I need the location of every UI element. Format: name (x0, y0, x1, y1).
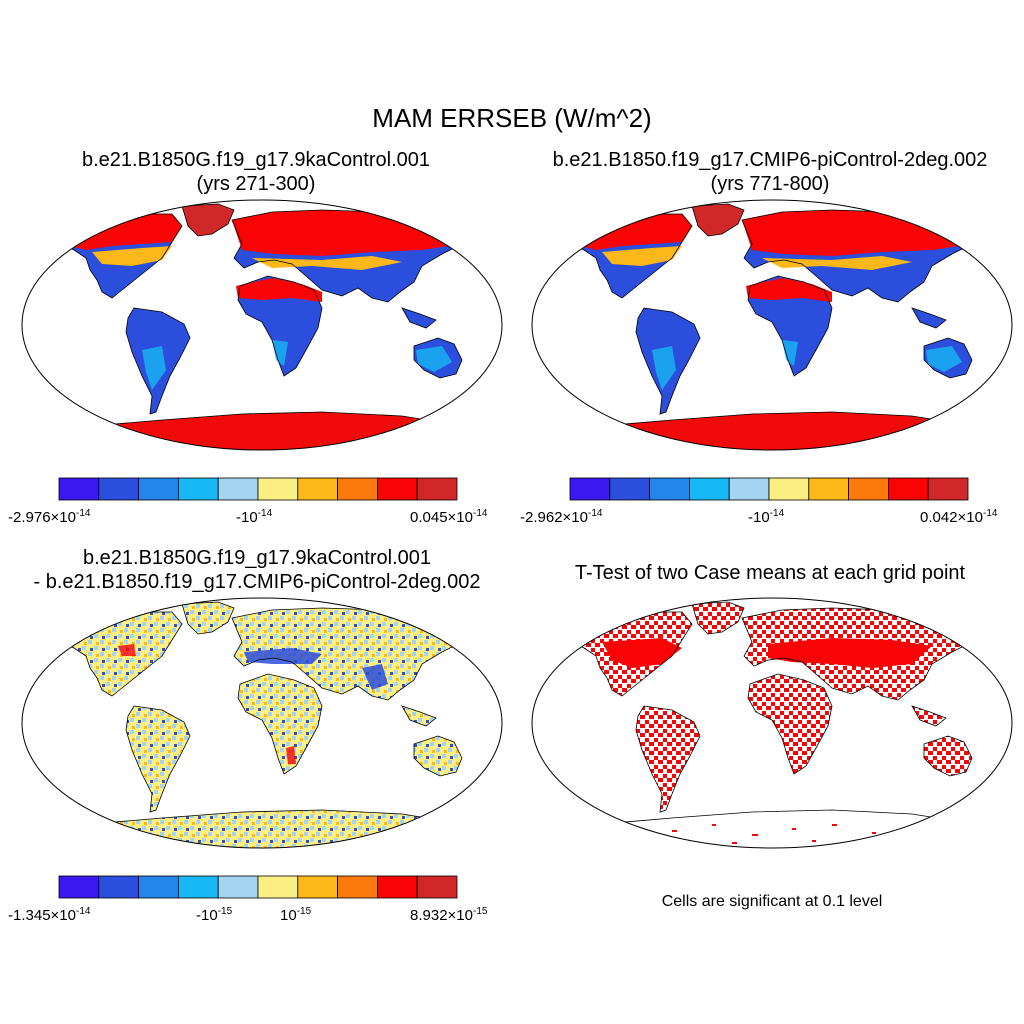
colorbar-swatch (217, 875, 259, 899)
colorbar-swatch (138, 477, 179, 501)
panel-title-line1: b.e21.B1850G.f19_g17.9kaControl.001 (82, 547, 432, 569)
colorbar-swatch (58, 875, 100, 899)
panel-title-line2: - b.e21.B1850.f19_g17.CMIP6-piControl-2d… (33, 571, 481, 593)
colorbar-swatch (649, 477, 690, 501)
map-case2 (531, 199, 1013, 451)
panel-title-line2: (yrs 771-800) (710, 173, 830, 195)
panel-title-case2: b.e21.B1850.f19_g17.CMIP6-piControl-2deg… (520, 148, 1020, 196)
colorbar-case2-left: -2.962×10-14 (520, 508, 603, 526)
colorbar-case1 (58, 477, 458, 501)
colorbar-case2-right: 0.042×10-14 (920, 508, 998, 526)
colorbar-swatch (58, 477, 100, 501)
colorbar-swatch (808, 477, 850, 501)
colorbar-swatch (927, 477, 969, 501)
significance-note: Cells are significant at 0.1 level (661, 893, 883, 910)
colorbar-swatch (416, 875, 458, 899)
colorbar-swatches (58, 477, 458, 501)
panel-title-case1: b.e21.B1850G.f19_g17.9kaControl.001 (yrs… (12, 148, 500, 196)
colorbar-swatch (257, 875, 299, 899)
colorbar-swatch (217, 477, 259, 501)
colorbar-swatch (178, 875, 219, 899)
colorbar-swatch (98, 477, 139, 501)
colorbar-swatch (98, 875, 139, 899)
colorbar-case1-mid: -10-14 (236, 508, 273, 526)
colorbar-difference-left: -1.345×10-14 (8, 906, 91, 924)
colorbar-case1-right: 0.045×10-14 (410, 508, 488, 526)
colorbar-swatch (337, 477, 378, 501)
colorbar-swatch (376, 875, 418, 899)
figure-title: MAM ERRSEB (W/m^2) (372, 103, 652, 133)
map-ttest (531, 597, 1013, 849)
colorbar-swatch (297, 875, 339, 899)
panel-title-difference: b.e21.B1850G.f19_g17.9kaControl.001 - b.… (2, 546, 512, 594)
colorbar-swatch (416, 477, 458, 501)
colorbar-swatches (58, 875, 458, 899)
colorbar-difference-mid2: 10-15 (280, 906, 312, 924)
panel-title-ttest: T-Test of two Case means at each grid po… (520, 561, 1020, 585)
colorbar-difference-mid1: -10-15 (196, 906, 233, 924)
colorbar-case1-left: -2.976×10-14 (8, 508, 91, 526)
colorbar-swatch (848, 477, 889, 501)
colorbar-swatches (569, 477, 969, 501)
panel-title-line1: b.e21.B1850G.f19_g17.9kaControl.001 (81, 149, 431, 171)
colorbar-swatch (728, 477, 770, 501)
colorbar-swatch (297, 477, 339, 501)
colorbar-difference (58, 875, 458, 899)
colorbar-swatch (138, 875, 179, 899)
colorbar-swatch (609, 477, 650, 501)
colorbar-difference-right: 8.932×10-15 (410, 906, 488, 924)
map-case1 (21, 199, 503, 451)
colorbar-swatch (768, 477, 810, 501)
colorbar-case2-mid: -10-14 (748, 508, 785, 526)
panel-title-line2: (yrs 271-300) (196, 173, 316, 195)
colorbar-swatch (257, 477, 299, 501)
colorbar-swatch (569, 477, 611, 501)
panel-title-line1: T-Test of two Case means at each grid po… (574, 562, 966, 584)
colorbar-swatch (689, 477, 730, 501)
colorbar-swatch (337, 875, 378, 899)
colorbar-swatch (887, 477, 929, 501)
panel-title-line1: b.e21.B1850.f19_g17.CMIP6-piControl-2deg… (552, 149, 988, 171)
map-difference (21, 597, 503, 849)
colorbar-case2 (569, 477, 969, 501)
colorbar-swatch (178, 477, 219, 501)
colorbar-swatch (376, 477, 418, 501)
